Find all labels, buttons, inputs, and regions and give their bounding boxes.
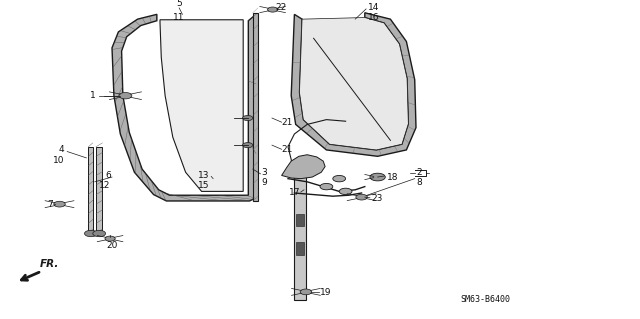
Text: 17: 17: [289, 189, 301, 197]
Text: 8: 8: [416, 178, 422, 187]
Text: 15: 15: [198, 181, 209, 190]
Text: 10: 10: [52, 156, 64, 165]
Text: 14: 14: [368, 4, 380, 12]
Circle shape: [243, 143, 253, 148]
Circle shape: [339, 188, 352, 195]
Polygon shape: [282, 155, 325, 179]
Circle shape: [268, 7, 278, 12]
Circle shape: [300, 289, 312, 295]
Circle shape: [54, 201, 65, 207]
Circle shape: [370, 173, 385, 181]
Polygon shape: [96, 147, 102, 233]
Text: 19: 19: [320, 288, 332, 297]
Text: 13: 13: [198, 171, 209, 180]
Polygon shape: [160, 20, 243, 191]
Polygon shape: [253, 13, 258, 201]
Bar: [296, 214, 304, 226]
Text: 20: 20: [106, 241, 118, 250]
Polygon shape: [88, 147, 93, 233]
Text: 16: 16: [368, 13, 380, 22]
Circle shape: [333, 175, 346, 182]
Text: 21: 21: [282, 145, 293, 154]
Polygon shape: [291, 13, 416, 156]
Text: 6: 6: [105, 171, 111, 180]
Text: 5: 5: [177, 0, 182, 8]
Circle shape: [356, 194, 367, 200]
Circle shape: [243, 115, 253, 121]
Text: 21: 21: [282, 118, 293, 127]
Text: 3: 3: [261, 168, 267, 177]
Text: 9: 9: [261, 178, 267, 187]
Text: 11: 11: [173, 13, 185, 22]
Circle shape: [84, 230, 97, 237]
Circle shape: [119, 93, 132, 99]
Text: 4: 4: [58, 145, 64, 154]
Circle shape: [93, 230, 106, 237]
Polygon shape: [112, 14, 256, 201]
Text: 23: 23: [371, 194, 383, 203]
Bar: [296, 242, 304, 255]
Text: 1: 1: [90, 91, 96, 100]
Text: 22: 22: [275, 4, 287, 12]
Text: 12: 12: [99, 181, 111, 190]
Text: FR.: FR.: [40, 259, 59, 269]
Polygon shape: [300, 18, 408, 150]
Circle shape: [105, 236, 115, 241]
Circle shape: [320, 183, 333, 190]
Text: SM63-B6400: SM63-B6400: [461, 295, 511, 304]
Text: 18: 18: [387, 173, 399, 182]
Text: 7: 7: [47, 200, 52, 209]
Bar: [294, 160, 306, 300]
Text: 2: 2: [416, 168, 422, 177]
